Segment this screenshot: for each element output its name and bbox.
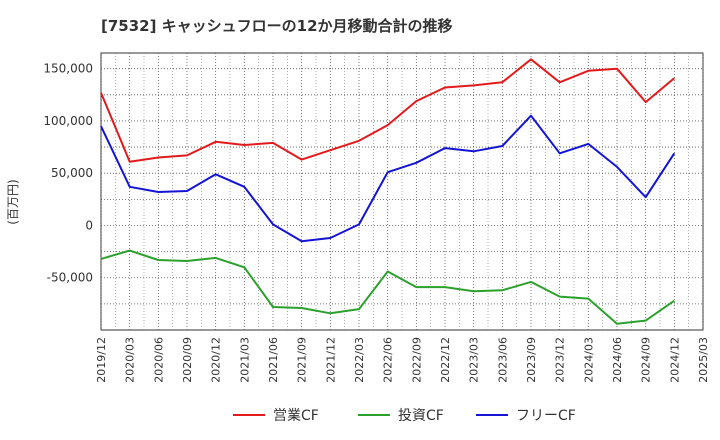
y-tick-label: 100,000: [43, 114, 93, 128]
x-tick-label: 2023/06: [496, 337, 509, 383]
legend: 営業CF 投資CF フリーCF: [233, 408, 576, 424]
legend-label: 営業CF: [273, 408, 319, 424]
x-tick-label: 2021/06: [267, 337, 280, 383]
x-axis-ticks: 2019/12 2020/03 2020/06 2020/09 2020/12 2021/…: [95, 337, 710, 383]
x-tick-label: 2022/09: [410, 337, 423, 383]
series-line-フリーCF: [100, 114, 676, 243]
x-tick-label: 2021/03: [238, 337, 251, 383]
x-tick-label: 2023/03: [468, 337, 481, 383]
x-tick-label: 2024/09: [640, 337, 653, 383]
x-tick-label: 2023/12: [554, 337, 567, 383]
x-tick-label: 2021/12: [324, 337, 337, 383]
x-tick-label: 2020/03: [124, 337, 137, 383]
x-tick-label: 2024/03: [582, 337, 595, 383]
x-tick-label: 2019/12: [95, 337, 108, 383]
x-tick-label: 2020/12: [210, 337, 223, 383]
chart-title: [7532] キャッシュフローの12か月移動合計の推移: [101, 17, 453, 35]
y-tick-label: 50,000: [51, 166, 93, 180]
x-tick-label: 2022/03: [353, 337, 366, 383]
y-tick-label: 150,000: [43, 62, 93, 76]
legend-label: フリーCF: [516, 408, 576, 424]
x-tick-label: 2020/09: [181, 337, 194, 383]
y-tick-label: 0: [85, 218, 93, 232]
x-tick-label: 2025/03: [697, 337, 710, 383]
x-tick-label: 2024/06: [611, 337, 624, 383]
series-line-投資CF: [100, 249, 675, 325]
series-line-営業CF: [100, 58, 675, 163]
legend-label: 投資CF: [398, 408, 444, 424]
x-tick-label: 2023/09: [525, 337, 538, 383]
series-lines: [100, 58, 676, 325]
x-tick-label: 2024/12: [668, 337, 681, 383]
x-tick-label: 2021/09: [296, 337, 309, 383]
x-tick-label: 2020/06: [152, 337, 165, 383]
y-axis-ticks: 150,000 100,000 50,000 0 -50,000: [43, 62, 93, 285]
x-tick-label: 2022/06: [382, 337, 395, 383]
y-tick-label: -50,000: [47, 271, 93, 285]
x-tick-label: 2022/12: [439, 337, 452, 383]
y-axis-label: (百万円): [6, 179, 20, 224]
